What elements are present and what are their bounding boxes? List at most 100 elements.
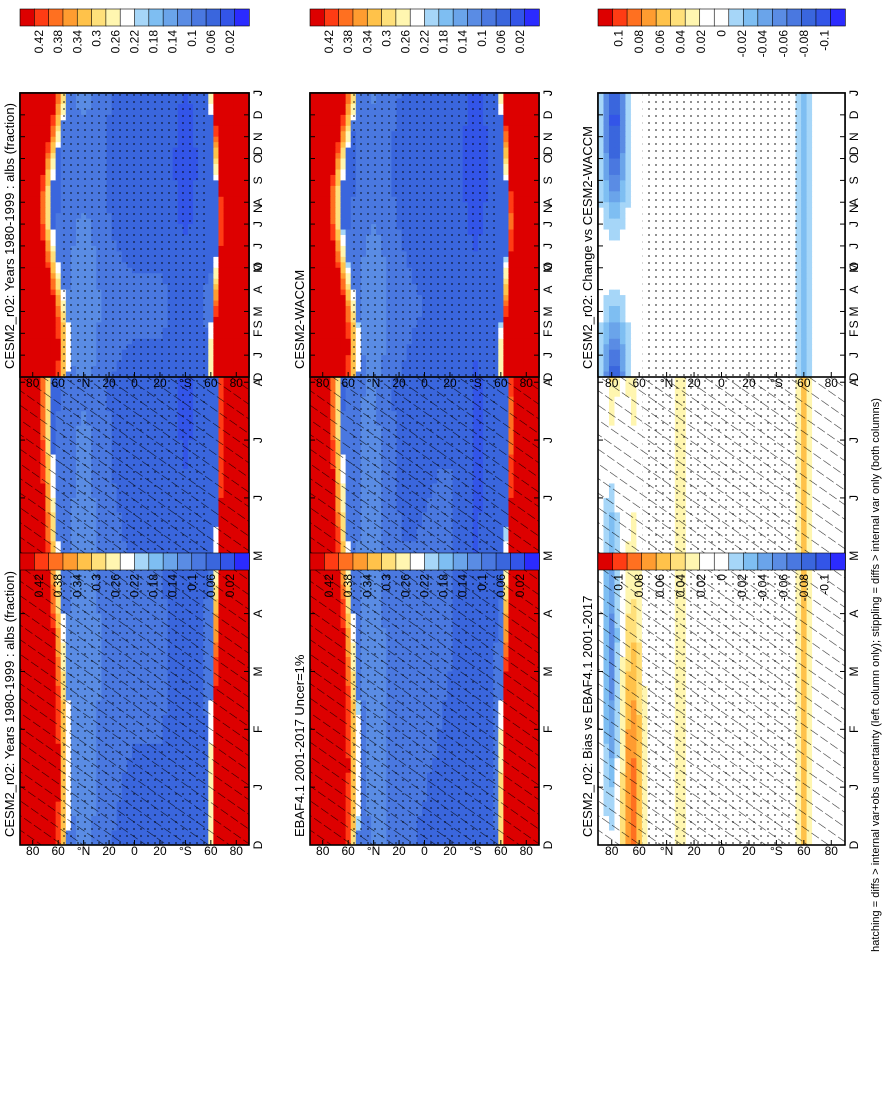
month-tick-label: J	[251, 784, 265, 790]
heat-cell	[208, 299, 214, 306]
heat-cell	[45, 212, 52, 219]
heat-cell	[45, 136, 52, 143]
heat-cell	[30, 141, 36, 148]
heat-cell	[50, 228, 57, 235]
heat-cell	[30, 316, 36, 323]
heat-cell	[25, 349, 31, 356]
heat-cell	[35, 136, 41, 143]
month-tick-label: J	[251, 352, 265, 358]
heat-cell	[233, 130, 240, 137]
heat-cell	[30, 245, 36, 252]
heat-cell	[233, 201, 240, 208]
heat-cell	[213, 125, 220, 132]
heat-cell	[50, 245, 57, 252]
heat-cell	[40, 163, 47, 170]
heat-cell	[55, 119, 62, 126]
heat-cell	[20, 338, 26, 345]
heat-cell	[218, 190, 225, 197]
heat-cell	[50, 261, 57, 268]
heat-cell	[218, 349, 225, 356]
heat-cell	[213, 185, 220, 192]
heat-cell	[25, 354, 31, 361]
heat-cell	[40, 239, 47, 246]
heat-cell	[55, 305, 62, 312]
month-tick-label: S	[251, 320, 265, 328]
heat-cell	[20, 152, 26, 159]
heat-cell	[218, 360, 225, 367]
heat-cell	[45, 349, 52, 356]
heat-cell	[218, 152, 225, 159]
heat-cell	[40, 234, 47, 241]
heat-cell	[30, 338, 36, 345]
heat-cell	[45, 239, 52, 246]
month-tick-label: D	[251, 146, 265, 155]
heat-cell	[50, 207, 57, 214]
heat-cell	[40, 179, 47, 186]
heat-cell	[35, 349, 41, 356]
heat-cell	[208, 278, 214, 285]
heat-cell	[35, 289, 41, 296]
month-tick-label: J	[251, 90, 265, 96]
heat-cell	[218, 223, 225, 230]
heat-cell	[35, 103, 41, 110]
heat-cell	[55, 108, 62, 115]
heat-cell	[40, 212, 47, 219]
heat-cell	[228, 234, 235, 241]
month-tick-label: A	[251, 198, 265, 206]
heat-cell	[35, 360, 41, 367]
heat-cell	[238, 332, 245, 339]
heat-cell	[20, 174, 26, 181]
heat-cell	[223, 360, 230, 367]
heat-cell	[213, 218, 220, 225]
heat-cell	[55, 103, 62, 110]
heat-cell	[55, 245, 62, 252]
heat-cell	[25, 168, 31, 175]
heat-cell	[35, 152, 41, 159]
heat-cell	[35, 327, 41, 334]
heat-cell	[55, 168, 62, 175]
heat-cell	[213, 163, 220, 170]
heat-cell	[20, 250, 26, 257]
heat-cell	[45, 196, 52, 203]
heat-cell	[30, 360, 36, 367]
lat-tick-label: 80	[26, 844, 40, 858]
month-tick-label: A	[251, 610, 265, 618]
heat-cell	[223, 321, 230, 328]
month-tick-label: S	[251, 176, 265, 184]
month-tick-label: F	[251, 330, 265, 337]
heat-cell	[233, 261, 240, 268]
heat-cell	[228, 185, 235, 192]
heat-cell	[238, 365, 245, 372]
heat-cell	[208, 212, 214, 219]
heat-cell	[208, 103, 214, 110]
heat-cell	[233, 163, 240, 170]
heat-cell	[25, 201, 31, 208]
heat-cell	[25, 321, 31, 328]
heat-cell	[208, 294, 214, 301]
heat-cell	[238, 130, 245, 137]
heat-cell	[40, 310, 47, 317]
month-tick-label: M	[251, 263, 265, 273]
heat-cell	[223, 294, 230, 301]
heat-cell	[223, 152, 230, 159]
heat-cell	[228, 196, 235, 203]
heat-cell	[45, 168, 52, 175]
heat-cell	[208, 147, 214, 154]
heat-cell	[238, 141, 245, 148]
heat-cell	[213, 103, 220, 110]
heat-cell	[208, 327, 214, 334]
panel-title: CESM2_r02: Years 1980-1999 : albs (fract…	[2, 571, 17, 837]
heat-cell	[228, 267, 235, 274]
heat-cell	[228, 365, 235, 372]
heat-cell	[208, 228, 214, 235]
heat-cell	[218, 245, 225, 252]
heat-cell	[20, 125, 26, 132]
heat-cell	[50, 190, 57, 197]
heat-cell	[208, 168, 214, 175]
heat-cell	[20, 212, 26, 219]
heat-cell	[45, 234, 52, 241]
heat-cell	[218, 228, 225, 235]
heat-cell	[208, 354, 214, 361]
heat-cell	[50, 212, 57, 219]
heat-cell	[228, 327, 235, 334]
